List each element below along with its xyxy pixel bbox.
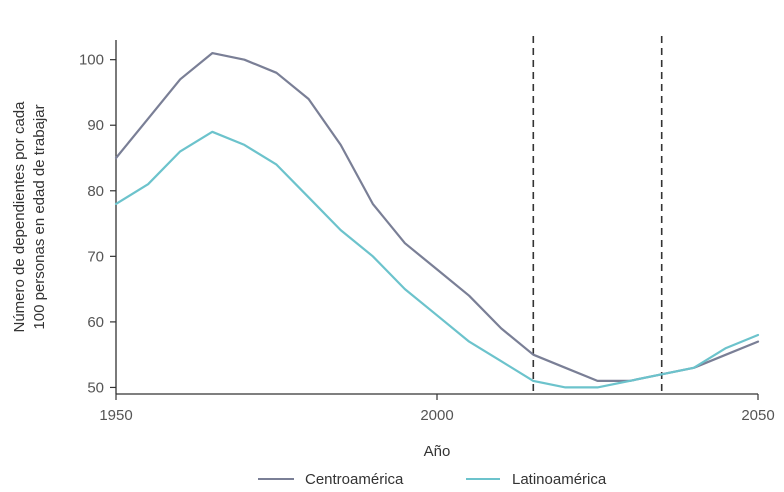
y-tick-label-90: 90 (87, 117, 104, 134)
series-lines (114, 51, 760, 389)
y-axis-ticks: 50 60 70 80 90 100 (79, 52, 116, 396)
legend: Centroamérica Latinoamérica (258, 471, 607, 488)
y-tick-label-100: 100 (79, 52, 104, 69)
x-axis-ticks: 1950 2000 2050 (99, 394, 775, 424)
x-tick-label-1950: 1950 (99, 407, 132, 424)
y-tick-label-50: 50 (87, 379, 104, 396)
y-axis-title-line-1: Número de dependientes por cada (11, 101, 28, 333)
y-tick-label-70: 70 (87, 248, 104, 265)
x-axis-title: Año (424, 443, 451, 460)
y-tick-label-80: 80 (87, 183, 104, 200)
y-axis-title: Número de dependientes por cada 100 pers… (11, 101, 48, 333)
series-line-1 (114, 130, 760, 389)
legend-label-latinoamerica: Latinoamérica (512, 471, 607, 488)
y-tick-label-60: 60 (87, 314, 104, 331)
x-tick-label-2000: 2000 (420, 407, 453, 424)
x-tick-label-2050: 2050 (741, 407, 774, 424)
reference-lines (532, 36, 663, 394)
legend-label-centroamerica: Centroamérica (305, 471, 404, 488)
y-axis-title-line-2: 100 personas en edad de trabajar (31, 104, 48, 329)
